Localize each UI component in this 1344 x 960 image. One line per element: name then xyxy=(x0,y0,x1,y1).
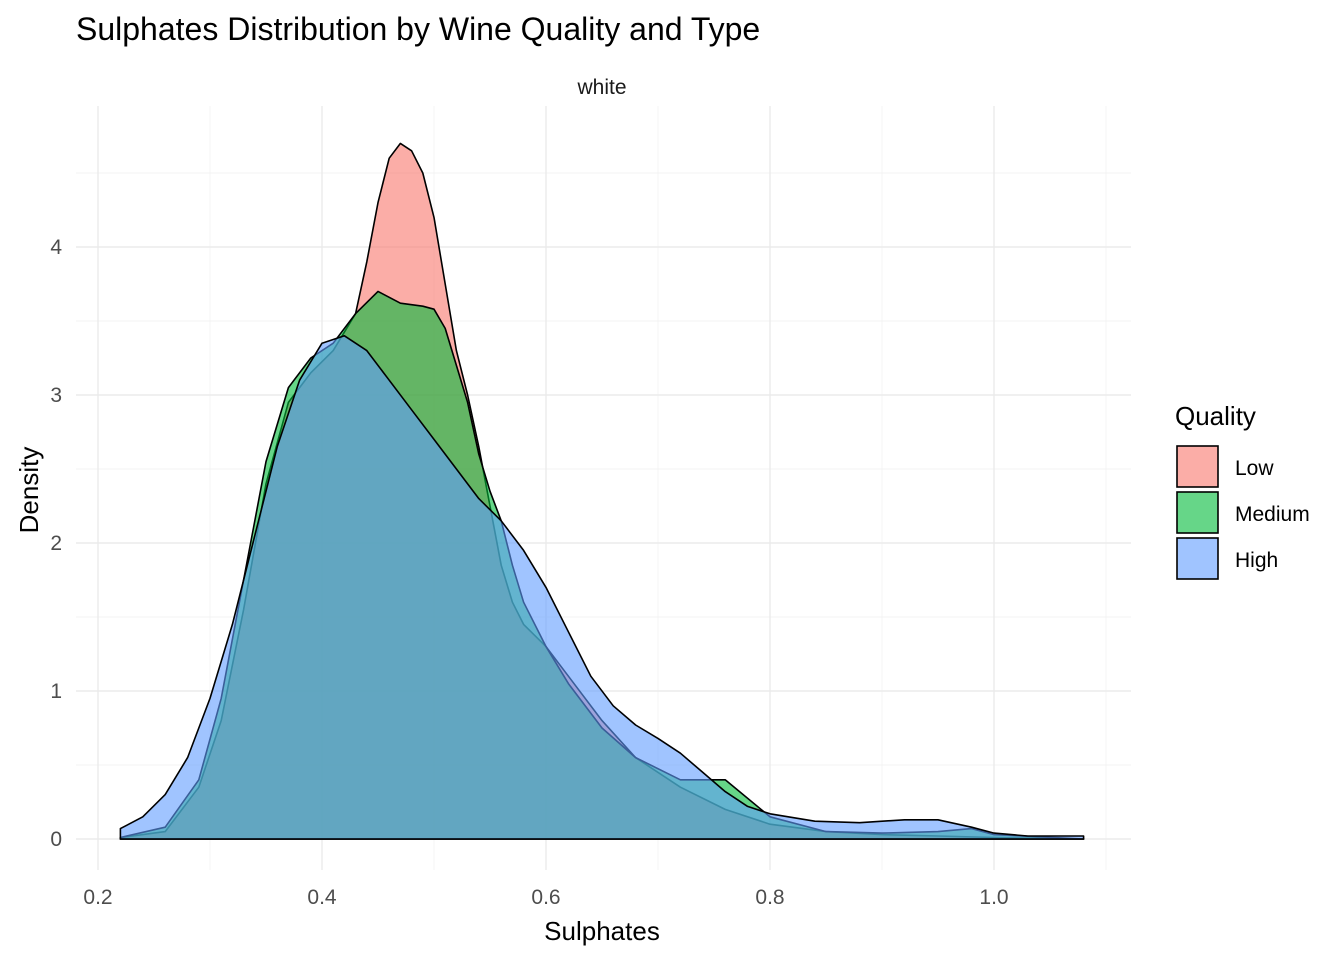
legend-label-low: Low xyxy=(1235,457,1274,480)
y-tick-label: 2 xyxy=(50,532,62,555)
x-axis-ticks: 0.2 0.4 0.6 0.8 1.0 xyxy=(83,886,1008,909)
legend-swatch-low xyxy=(1176,445,1219,488)
legend: Quality Low Medium High xyxy=(1175,401,1310,580)
y-tick-label: 3 xyxy=(50,384,62,407)
facet-strip-label: white xyxy=(576,76,626,99)
y-axis-title: Density xyxy=(14,447,44,534)
x-tick-label: 1.0 xyxy=(979,886,1008,909)
legend-swatch-high xyxy=(1176,537,1219,580)
density-areas xyxy=(119,142,1085,840)
x-tick-label: 0.8 xyxy=(755,886,784,909)
legend-title: Quality xyxy=(1175,401,1256,431)
density-area-high xyxy=(119,335,1085,840)
y-tick-label: 1 xyxy=(50,680,62,703)
y-tick-label: 4 xyxy=(50,236,62,259)
legend-label-medium: Medium xyxy=(1235,503,1310,526)
x-tick-label: 0.4 xyxy=(307,886,337,909)
x-tick-label: 0.6 xyxy=(531,886,560,909)
y-axis-ticks: 0 1 2 3 4 xyxy=(50,236,62,851)
x-tick-label: 0.2 xyxy=(83,886,112,909)
y-tick-label: 0 xyxy=(50,828,62,851)
legend-swatch-medium xyxy=(1176,491,1219,534)
x-axis-title: Sulphates xyxy=(544,916,660,946)
legend-label-high: High xyxy=(1235,549,1278,572)
chart-title: Sulphates Distribution by Wine Quality a… xyxy=(76,11,760,47)
panel-grid xyxy=(76,106,1131,870)
